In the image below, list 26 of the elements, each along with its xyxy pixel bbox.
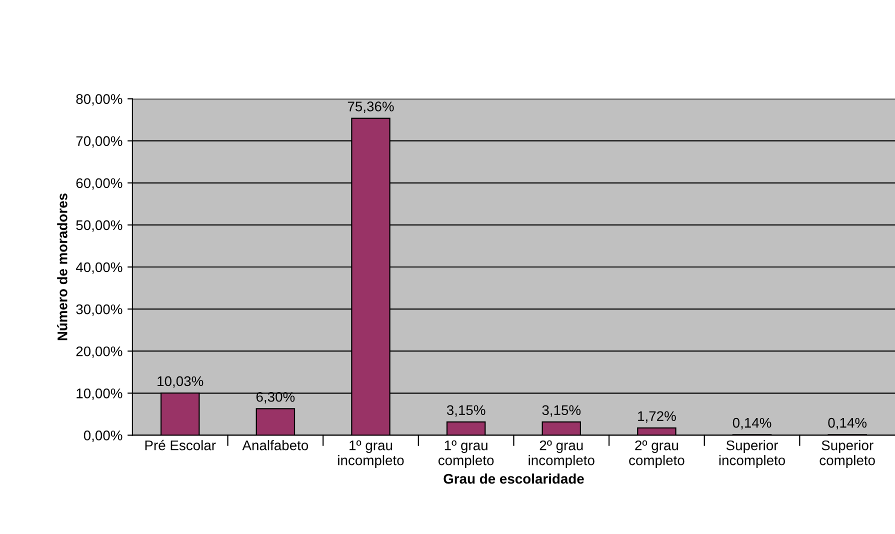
x-tick-label: Analfabeto bbox=[242, 440, 308, 450]
x-axis-title: Grau de escolaridade bbox=[444, 474, 584, 484]
y-axis-title: Número de moradores bbox=[57, 193, 68, 340]
x-tick-label: 2º grau completo bbox=[629, 440, 684, 468]
y-tick-label: 20,00% bbox=[76, 346, 122, 358]
data-label: 3,15% bbox=[542, 405, 581, 417]
y-tick-label: 30,00% bbox=[76, 304, 122, 316]
x-tick-label: Pré Escolar bbox=[145, 440, 216, 450]
data-label: 0,14% bbox=[828, 418, 867, 430]
x-tick-label: 1º grau incompleto bbox=[338, 440, 404, 468]
y-tick-label: 10,00% bbox=[76, 388, 122, 400]
data-label: 3,15% bbox=[446, 405, 486, 417]
x-tick-label: Superior incompleto bbox=[719, 440, 786, 468]
data-label: 1,72% bbox=[638, 411, 676, 423]
y-tick-label: 70,00% bbox=[76, 136, 122, 148]
x-tick-label: 1º grau completo bbox=[438, 440, 494, 468]
x-tick-label: Superior completo bbox=[820, 440, 875, 468]
y-tick-label: 60,00% bbox=[76, 178, 122, 190]
x-tick-label: 2º grau incompleto bbox=[528, 440, 594, 468]
data-label: 0,14% bbox=[732, 418, 772, 430]
y-tick-label: 80,00% bbox=[76, 94, 122, 106]
data-label: 10,03% bbox=[158, 376, 204, 388]
y-tick-label: 0,00% bbox=[84, 430, 122, 442]
y-tick-label: 40,00% bbox=[76, 262, 122, 274]
data-label: 75,36% bbox=[348, 102, 394, 114]
y-tick-label: 50,00% bbox=[76, 220, 122, 232]
